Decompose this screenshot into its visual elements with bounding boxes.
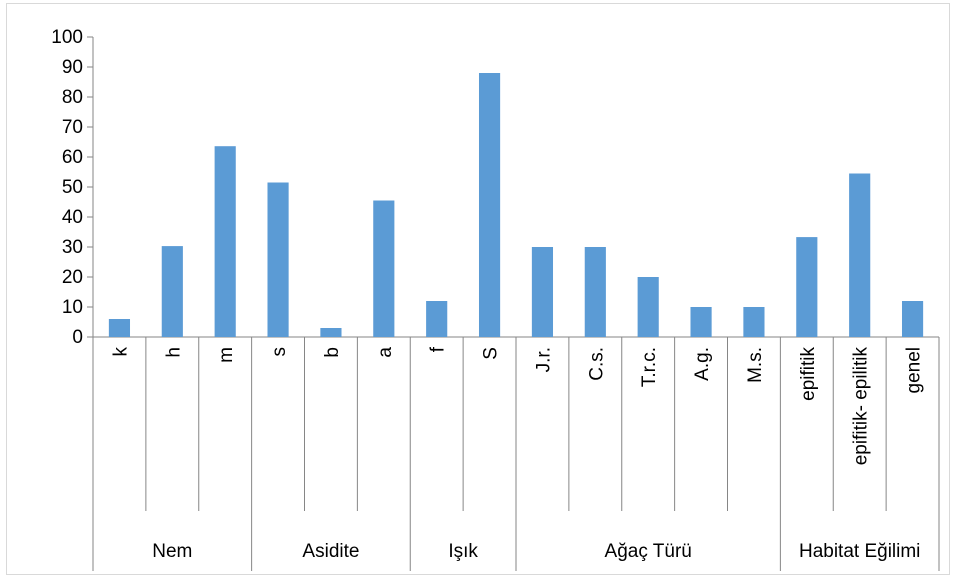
- category-label: epifitik: [798, 347, 819, 401]
- y-tick-label: 40: [62, 207, 83, 228]
- y-tick-label: 0: [72, 327, 83, 348]
- group-label: Ağaç Türü: [605, 541, 692, 562]
- group-label: Habitat Eğilimi: [799, 541, 920, 562]
- bar: [426, 301, 448, 337]
- bar: [690, 307, 712, 337]
- bar: [901, 301, 924, 337]
- y-tick-label: 100: [51, 27, 83, 48]
- y-axis-ticks: 0 10 20 30 40 50 60 70 80 90 100: [51, 27, 93, 348]
- group-label: Nem: [152, 541, 192, 562]
- bar: [743, 307, 765, 337]
- category-label: k: [110, 347, 131, 357]
- group-label: Işık: [448, 541, 478, 562]
- y-tick-label: 80: [62, 87, 83, 108]
- bar: [161, 246, 183, 337]
- bar: [478, 73, 501, 337]
- category-label: h: [163, 347, 184, 358]
- category-label: C.s.: [586, 347, 607, 381]
- bar: [796, 237, 818, 337]
- y-tick-label: 90: [62, 57, 83, 78]
- category-labels: k h m s b a f S J.r. C.s. T.r.c. A.g. M.s. epifitik ep…: [110, 346, 924, 465]
- bar: [584, 247, 606, 337]
- y-tick-label: 30: [62, 237, 83, 258]
- bar-chart: 0 10 20 30 40 50 60 70 80 90 100 k h m s b a f S J.r. C.s. T…: [51, 27, 940, 571]
- category-label: T.r.c.: [639, 347, 660, 387]
- bar: [214, 146, 236, 337]
- category-label: A.g.: [692, 347, 713, 381]
- chart-area: 0 10 20 30 40 50 60 70 80 90 100 k h m s b a f S J.r. C.s. T…: [6, 3, 950, 575]
- category-label: f: [428, 346, 449, 352]
- y-tick-label: 10: [62, 297, 83, 318]
- group-labels: Nem Asidite Işık Ağaç Türü Habitat Eğilimi: [152, 541, 920, 562]
- category-label: M.s.: [745, 347, 766, 383]
- y-tick-label: 60: [62, 147, 83, 168]
- bar: [320, 328, 342, 337]
- category-label: s: [269, 347, 290, 357]
- category-label: epifitik- epilitik: [851, 347, 872, 466]
- bars: [108, 73, 924, 337]
- bar: [849, 173, 871, 337]
- bar: [531, 247, 554, 337]
- category-label: J.r.: [533, 347, 554, 372]
- category-label: m: [216, 347, 237, 363]
- bar: [108, 319, 131, 337]
- category-label: b: [322, 347, 343, 358]
- category-label: a: [375, 347, 396, 358]
- y-tick-label: 20: [62, 267, 83, 288]
- category-label: genel: [904, 347, 925, 394]
- y-tick-label: 70: [62, 117, 83, 138]
- y-tick-label: 50: [62, 177, 83, 198]
- bar: [267, 182, 289, 337]
- bar: [373, 200, 395, 337]
- group-label: Asidite: [302, 541, 359, 562]
- bar: [637, 277, 659, 337]
- category-label: S: [481, 347, 502, 360]
